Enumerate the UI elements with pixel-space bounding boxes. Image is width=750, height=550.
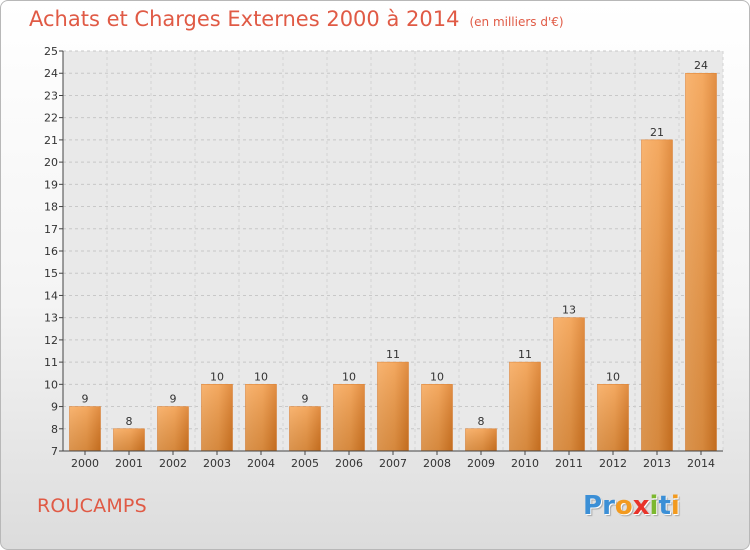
y-tick-label: 24 — [44, 67, 58, 80]
data-label: 10 — [210, 370, 224, 383]
bar-shade — [157, 406, 189, 451]
bar-shade — [377, 362, 409, 451]
bar-shade — [465, 428, 497, 451]
bar-shade — [509, 362, 541, 451]
y-tick-label: 9 — [51, 401, 58, 414]
y-tick-label: 11 — [44, 356, 58, 369]
y-tick-label: 25 — [44, 45, 58, 58]
bar-shade — [245, 384, 277, 451]
y-tick-label: 20 — [44, 156, 58, 169]
data-label: 10 — [254, 370, 268, 383]
logo-letter: o — [614, 491, 633, 521]
logo-letter: x — [632, 491, 650, 521]
bars — [69, 72, 717, 452]
bar-shade — [685, 73, 717, 451]
y-tick-label: 12 — [44, 334, 58, 347]
y-tick-label: 17 — [44, 223, 58, 236]
y-tick-label: 10 — [44, 378, 58, 391]
y-tick-label: 7 — [51, 445, 58, 458]
y-tick-label: 13 — [44, 312, 58, 325]
x-tick-label: 2013 — [643, 457, 671, 470]
y-tick-label: 15 — [44, 267, 58, 280]
x-tick-label: 2001 — [115, 457, 143, 470]
y-tick-label: 23 — [44, 89, 58, 102]
data-label: 24 — [694, 59, 708, 72]
bar-shade — [597, 384, 629, 451]
x-tick-label: 2010 — [511, 457, 539, 470]
data-label: 8 — [478, 415, 485, 428]
x-tick-label: 2002 — [159, 457, 187, 470]
x-tick-label: 2007 — [379, 457, 407, 470]
y-tick-label: 22 — [44, 112, 58, 125]
x-tick-label: 2005 — [291, 457, 319, 470]
y-tick-label: 18 — [44, 201, 58, 214]
data-label: 11 — [386, 348, 400, 361]
y-tick-label: 8 — [51, 423, 58, 436]
proxiti-logo: Proxiti — [583, 491, 680, 521]
bar-shade — [333, 384, 365, 451]
x-tick-label: 2014 — [687, 457, 715, 470]
bar-shade — [201, 384, 233, 451]
bar-shade — [113, 428, 145, 451]
data-label: 11 — [518, 348, 532, 361]
data-label: 10 — [430, 370, 444, 383]
data-label: 9 — [170, 393, 177, 406]
x-tick-label: 2006 — [335, 457, 363, 470]
y-tick-label: 14 — [44, 289, 58, 302]
logo-letter: P — [583, 491, 603, 521]
data-label: 13 — [562, 304, 576, 317]
logo-letter: i — [670, 491, 680, 521]
data-label: 9 — [302, 393, 309, 406]
bar-shade — [69, 406, 101, 451]
data-label: 21 — [650, 126, 664, 139]
x-tick-label: 2003 — [203, 457, 231, 470]
bar-shade — [641, 139, 673, 451]
x-tick-label: 2009 — [467, 457, 495, 470]
x-tick-label: 2000 — [71, 457, 99, 470]
x-tick-label: 2012 — [599, 457, 627, 470]
logo-letter: r — [602, 491, 615, 521]
labels: 7 8 9 10 11 12 13 14 15 16 17 18 19 20 21 22 23 24 25 9 2000… — [44, 45, 715, 470]
chart-subtitle: (en milliers d'€) — [469, 15, 564, 29]
commune-name: ROUCAMPS — [37, 495, 147, 517]
bar-shade — [553, 317, 585, 451]
data-label: 9 — [82, 393, 89, 406]
x-tick-label: 2011 — [555, 457, 583, 470]
chart-title-text: Achats et Charges Externes 2000 à 2014 — [29, 7, 460, 31]
data-label: 8 — [126, 415, 133, 428]
bar-shade — [421, 384, 453, 451]
y-tick-label: 21 — [44, 134, 58, 147]
data-label: 10 — [606, 370, 620, 383]
x-tick-label: 2004 — [247, 457, 275, 470]
x-tick-label: 2008 — [423, 457, 451, 470]
data-label: 10 — [342, 370, 356, 383]
axes — [59, 50, 723, 455]
y-tick-label: 19 — [44, 178, 58, 191]
bar-shade — [289, 406, 321, 451]
logo-letter: i — [649, 491, 659, 521]
logo-letter: t — [658, 491, 671, 521]
chart-title: Achats et Charges Externes 2000 à 2014 (e… — [29, 7, 564, 31]
y-tick-label: 16 — [44, 245, 58, 258]
